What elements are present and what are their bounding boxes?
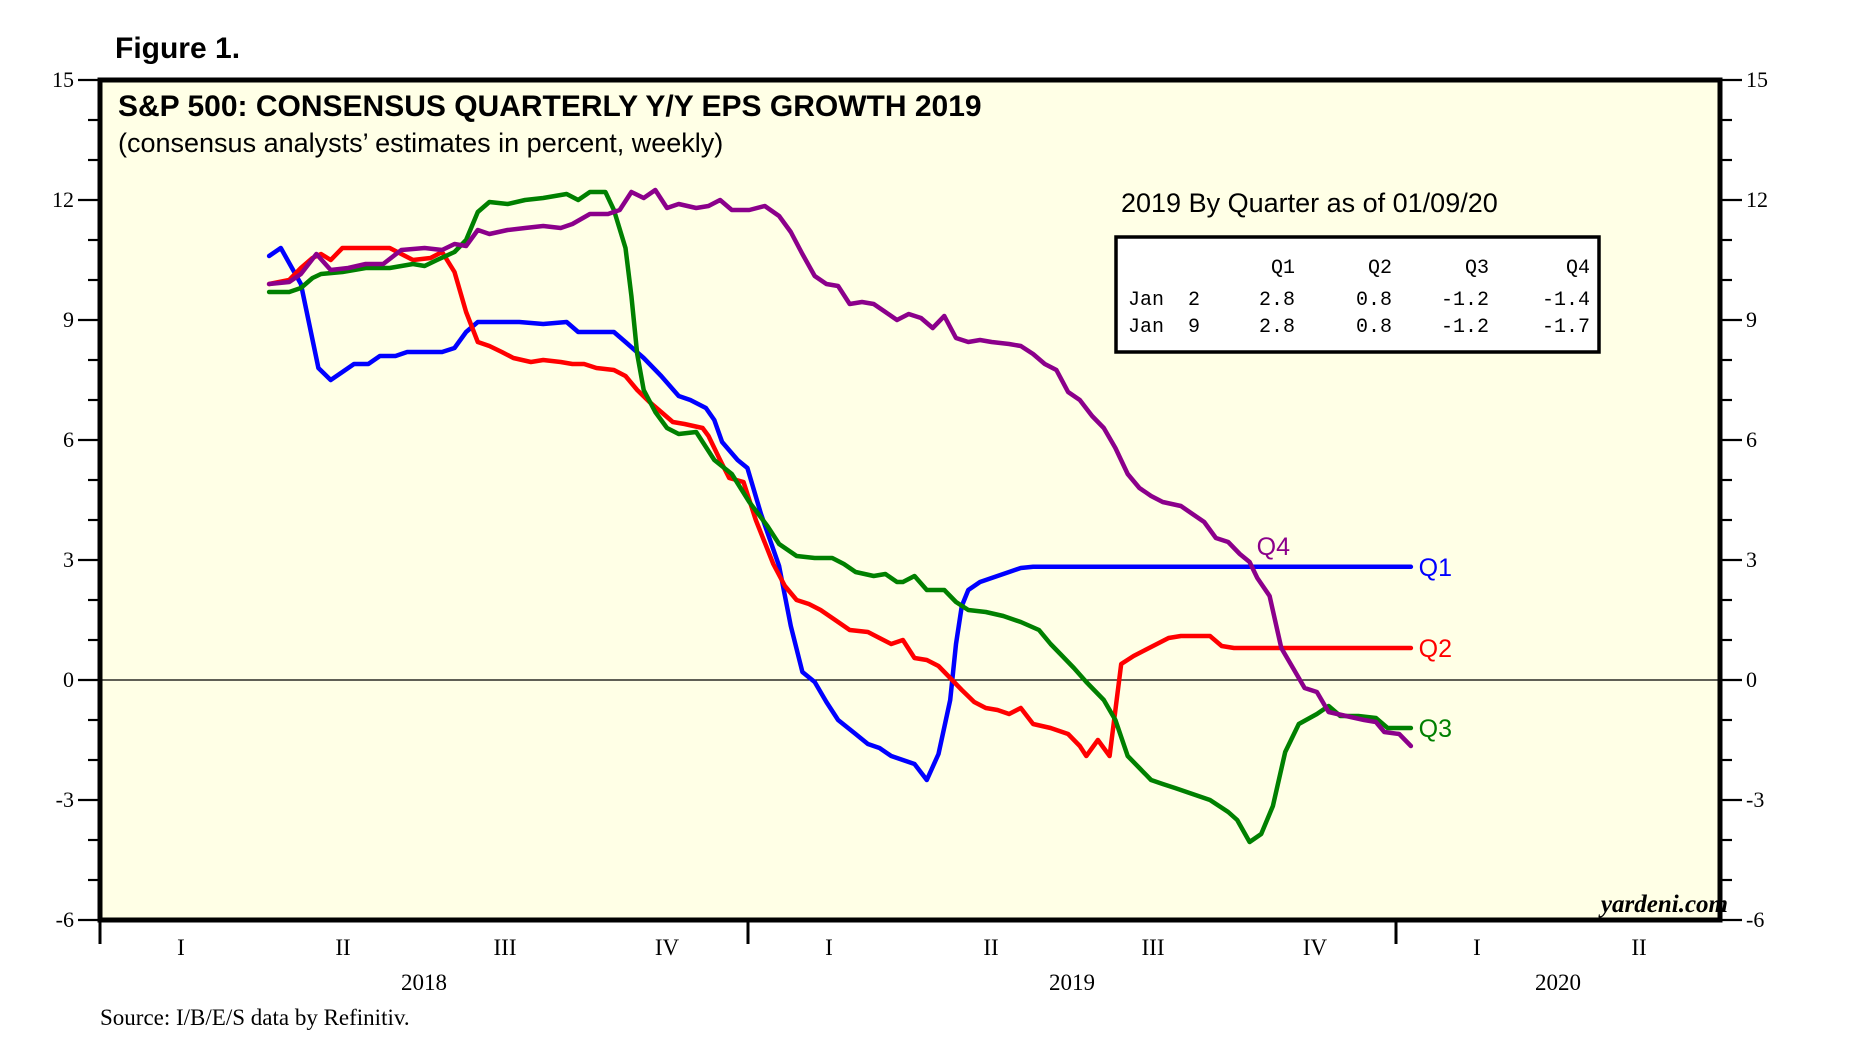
- inset-cell: 0.8: [1356, 316, 1392, 339]
- plot-area: [100, 80, 1720, 920]
- y-tick-label-left: 0: [63, 667, 74, 692]
- y-axis-right: -6 -3 0 3 6 9 12 15: [1720, 67, 1768, 932]
- series-label-q2: Q2: [1419, 635, 1452, 663]
- y-tick-label-left: 9: [63, 307, 74, 332]
- y-tick-label-left: 3: [63, 547, 74, 572]
- figure-label: Figure 1.: [115, 32, 240, 65]
- x-quarter-label: II: [983, 935, 998, 960]
- inset-cell: -1.4: [1542, 289, 1590, 312]
- brand-watermark: yardeni.com: [1598, 891, 1728, 918]
- inset-title: 2019 By Quarter as of 01/09/20: [1121, 188, 1498, 218]
- inset-cell: -1.2: [1441, 316, 1489, 339]
- series-line-q2: [266, 245, 1414, 759]
- x-quarter-label: I: [825, 935, 833, 960]
- y-tick-label-left: -6: [56, 907, 74, 932]
- y-tick-label-right: 0: [1746, 667, 1757, 692]
- series-line-q3: [266, 189, 1414, 845]
- series-labels: Q1 Q2 Q3 Q4: [1257, 533, 1452, 743]
- inset-row-date: Jan 9: [1128, 316, 1200, 339]
- y-tick-label-right: 3: [1746, 547, 1757, 572]
- series-label-q3: Q3: [1419, 715, 1452, 743]
- x-quarter-label: III: [494, 935, 517, 960]
- inset-cell: 0.8: [1356, 289, 1392, 312]
- inset-cell: -1.7: [1542, 316, 1590, 339]
- source-note: Source: I/B/E/S data by Refinitiv.: [100, 1005, 410, 1030]
- y-tick-label-right: 9: [1746, 307, 1757, 332]
- x-year-label: 2019: [1049, 970, 1095, 995]
- series-line-q1: [266, 245, 1414, 783]
- y-axis-left: -6 -3 0 3 6 9 12 15: [52, 67, 100, 932]
- series-label-q1: Q1: [1419, 554, 1452, 582]
- y-tick-label-right: 15: [1746, 67, 1768, 92]
- series-line-q4: [266, 187, 1414, 749]
- inset-cell: 2.8: [1259, 289, 1295, 312]
- x-quarter-label: II: [335, 935, 350, 960]
- inset-table-box: [1114, 235, 1601, 354]
- inset-row-date: Jan 2: [1128, 289, 1200, 312]
- x-year-label: 2020: [1535, 970, 1581, 995]
- inset-cell: 2.8: [1259, 316, 1295, 339]
- plot-border: [97, 77, 1723, 923]
- x-quarter-label: II: [1631, 935, 1646, 960]
- y-tick-label-left: -3: [56, 787, 74, 812]
- y-tick-label-left: 6: [63, 427, 74, 452]
- inset-table: Q1 Q2 Q3 Q4 Jan 2 2.8 0.8 -1.2 -1.4 Jan 9 2.8 0.8 -1…: [1114, 235, 1601, 354]
- inset-col-header: Q1: [1271, 257, 1295, 280]
- x-year-label: 2018: [401, 970, 447, 995]
- inset-col-header: Q2: [1368, 257, 1392, 280]
- y-tick-label-right: 6: [1746, 427, 1757, 452]
- x-quarter-label: III: [1142, 935, 1165, 960]
- inset-cell: -1.2: [1441, 289, 1489, 312]
- x-quarter-label: IV: [655, 935, 680, 960]
- series-lines: [266, 187, 1414, 845]
- chart-title: S&P 500: CONSENSUS QUARTERLY Y/Y EPS GRO…: [118, 90, 982, 123]
- chart-subtitle: (consensus analysts’ estimates in percen…: [118, 128, 723, 158]
- x-quarter-label: I: [177, 935, 185, 960]
- y-tick-label-right: -3: [1746, 787, 1764, 812]
- inset-col-header: Q3: [1465, 257, 1489, 280]
- x-quarter-label: IV: [1303, 935, 1328, 960]
- y-tick-label-right: -6: [1746, 907, 1764, 932]
- x-quarter-label: I: [1473, 935, 1481, 960]
- y-tick-label-left: 15: [52, 67, 74, 92]
- y-tick-label-right: 12: [1746, 187, 1768, 212]
- series-label-q4: Q4: [1257, 533, 1290, 561]
- y-tick-label-left: 12: [52, 187, 74, 212]
- inset-col-header: Q4: [1566, 257, 1590, 280]
